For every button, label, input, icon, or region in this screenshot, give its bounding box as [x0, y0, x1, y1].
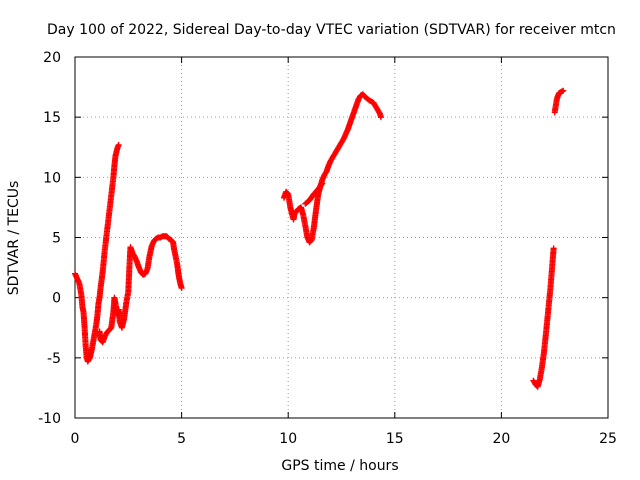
x-tick-label: 10 [279, 431, 297, 447]
data-point [115, 141, 122, 148]
data-point [318, 181, 325, 188]
x-tick-label: 0 [71, 431, 80, 447]
y-tick-label: 5 [52, 231, 61, 247]
x-tick-label: 5 [177, 431, 186, 447]
y-axis-label: SDTVAR / TECUs [6, 181, 22, 296]
data-point [319, 180, 326, 187]
y-tick-label: 20 [43, 50, 61, 66]
y-tick-label: 15 [43, 110, 61, 126]
chart-title: Day 100 of 2022, Sidereal Day-to-day VTE… [47, 22, 616, 38]
y-tick-label: -10 [38, 411, 61, 427]
data-points [72, 87, 567, 390]
data-point [560, 87, 567, 94]
x-axis-label: GPS time / hours [281, 458, 398, 474]
y-tick-label: 10 [43, 170, 61, 186]
x-tick-label: 15 [386, 431, 404, 447]
x-tick-label: 25 [599, 431, 617, 447]
data-point [550, 245, 557, 252]
data-point [377, 114, 384, 121]
y-tick-label: 0 [52, 291, 61, 307]
data-point [178, 285, 185, 292]
x-tick-label: 20 [492, 431, 510, 447]
y-tick-label: -5 [47, 351, 61, 367]
axes: 0 5 10 15 20 25 -10 -5 0 5 10 15 20 [38, 50, 617, 447]
